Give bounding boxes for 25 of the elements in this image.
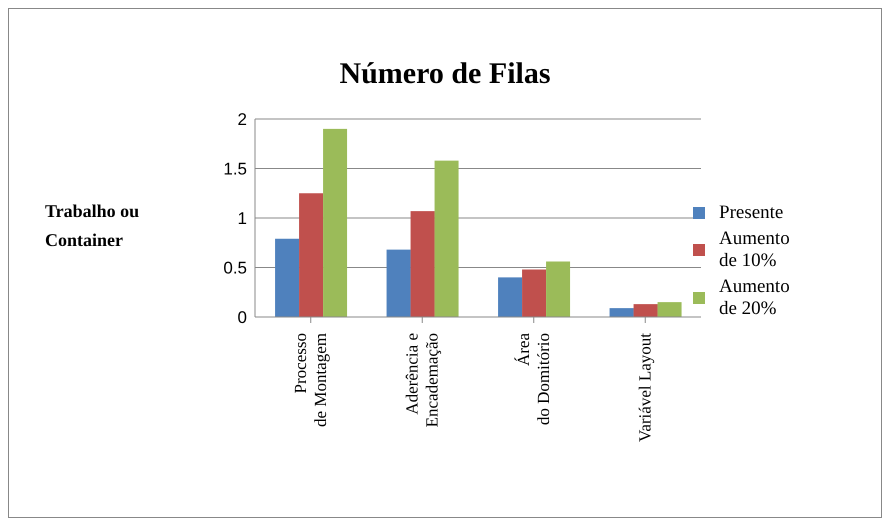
legend-label: Presente <box>719 202 784 224</box>
bar <box>658 302 682 317</box>
x-tick-label: Processo de Montagem <box>290 333 330 427</box>
bar <box>410 211 435 317</box>
bar <box>434 160 459 317</box>
bar <box>610 308 634 317</box>
legend-label: Aumento de 10% <box>719 228 790 272</box>
bar <box>634 304 658 317</box>
bar <box>323 128 348 317</box>
y-tick-label: 0 <box>238 308 247 328</box>
y-tick-label: 1.5 <box>223 160 247 179</box>
y-axis-title: Trabalho ou Container <box>45 200 140 252</box>
legend-label: Aumento de 20% <box>719 276 790 320</box>
x-tick-label: Variável Layout <box>635 332 654 442</box>
bar <box>299 193 324 317</box>
x-tick-label: Área do Domitório <box>514 332 553 426</box>
bar <box>522 269 546 317</box>
bar <box>546 262 570 317</box>
bar <box>498 277 522 317</box>
y-tick-label: 2 <box>238 110 247 130</box>
y-tick-label: 0.5 <box>223 258 247 278</box>
bar <box>275 238 300 317</box>
bar <box>386 250 411 317</box>
y-tick-label: 1 <box>238 209 247 228</box>
chart-title: Número de Filas <box>338 57 552 91</box>
